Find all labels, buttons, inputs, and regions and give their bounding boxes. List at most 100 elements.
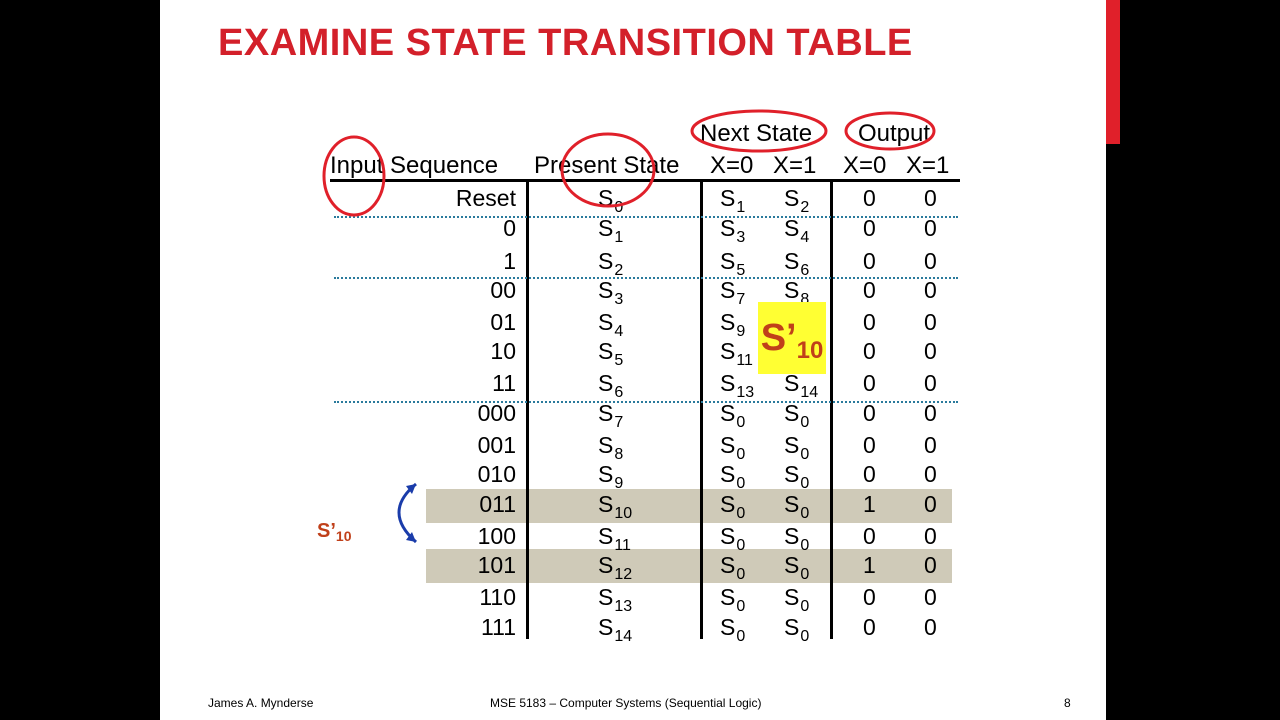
output-x1-header: X=1 (906, 152, 950, 179)
next-state-x1-cell: S2 (784, 185, 810, 216)
footer-course: MSE 5183 – Computer Systems (Sequential … (490, 696, 762, 710)
next-state-x0-cell: S0 (720, 432, 746, 463)
present-state-cell: S11 (598, 523, 631, 554)
column-divider-present (700, 179, 703, 639)
next-state-x0-cell: S0 (720, 491, 746, 522)
next-state-x0-cell: S1 (720, 185, 746, 216)
input-sequence-cell: 00 (490, 277, 516, 303)
output-x0-header: X=0 (843, 152, 887, 179)
next-state-x1-cell: S0 (784, 552, 810, 583)
red-circle-icon (844, 111, 936, 151)
present-state-cell: S9 (598, 461, 624, 492)
next-state-x1-cell: S14 (784, 370, 819, 401)
red-circle-icon (322, 135, 386, 217)
output-x1-cell: 0 (924, 370, 937, 396)
output-x0-cell: 0 (863, 400, 876, 426)
next-state-x0-cell: S0 (720, 614, 746, 645)
next-state-x1-cell: S4 (784, 215, 810, 246)
group-divider-1 (334, 216, 958, 218)
present-state-cell: S12 (598, 552, 633, 583)
next-state-x1-cell: S0 (784, 432, 810, 463)
header-rule (330, 179, 960, 182)
next-state-header: Next State (700, 120, 813, 147)
group-divider-2 (334, 277, 958, 279)
input-sequence-cell: 011 (479, 491, 516, 517)
next-state-x0-cell: S0 (720, 584, 746, 615)
output-x0-cell: 0 (863, 185, 876, 211)
input-sequence-cell: 001 (477, 432, 516, 458)
next-state-x1-cell: S0 (784, 523, 810, 554)
output-x0-cell: 0 (863, 523, 876, 549)
output-x1-cell: 0 (924, 552, 937, 578)
output-x1-cell: 0 (924, 432, 937, 458)
present-state-cell: S5 (598, 338, 624, 369)
footer-page-number: 8 (1064, 696, 1071, 710)
column-divider-input (526, 179, 529, 639)
highlight-row-101 (426, 549, 952, 583)
next-state-x0-cell: S3 (720, 215, 746, 246)
present-state-cell: S3 (598, 277, 624, 308)
present-state-cell: S8 (598, 432, 624, 463)
present-state-cell: S14 (598, 614, 633, 645)
input-sequence-cell: 11 (492, 370, 516, 396)
present-state-cell: S4 (598, 309, 624, 340)
slide: EXAMINE STATE TRANSITION TABLE Next Stat… (160, 0, 1106, 720)
next-state-x1-cell: S6 (784, 248, 810, 279)
slide-title: EXAMINE STATE TRANSITION TABLE (218, 22, 913, 64)
input-sequence-cell: 100 (477, 523, 516, 549)
output-x0-cell: 0 (863, 461, 876, 487)
accent-bar (1106, 0, 1120, 144)
input-sequence-cell: 101 (477, 552, 516, 578)
merged-state-label-big: S’10 (760, 316, 824, 364)
output-x1-cell: 0 (924, 338, 937, 364)
next-state-x0-cell: S9 (720, 309, 746, 340)
present-state-cell: S2 (598, 248, 624, 279)
input-sequence-cell: 0 (503, 215, 516, 241)
next-state-x1-cell: S0 (784, 584, 810, 615)
annotations-layer (322, 109, 936, 544)
next-state-x0-cell: S0 (720, 400, 746, 431)
input-sequence-header: Input Sequence (330, 152, 499, 179)
present-state-cell: S10 (598, 491, 633, 522)
next-state-x0-cell: S0 (720, 461, 746, 492)
output-x1-cell: 0 (924, 215, 937, 241)
next-state-x0-cell: S0 (720, 552, 746, 583)
present-state-cell: S1 (598, 215, 624, 246)
input-sequence-cell: 110 (479, 584, 516, 610)
output-x0-cell: 1 (863, 491, 876, 517)
next-state-x1-cell: S0 (784, 400, 810, 431)
output-x0-cell: 0 (863, 370, 876, 396)
next-state-x1-cell: S8 (784, 277, 810, 308)
output-x0-cell: 0 (863, 432, 876, 458)
next-state-x0-cell: S13 (720, 370, 755, 401)
output-x0-cell: 0 (863, 614, 876, 640)
present-state-cell: S6 (598, 370, 624, 401)
next-state-x0-cell: S11 (720, 338, 753, 369)
output-x0-cell: 0 (863, 277, 876, 303)
output-x1-cell: 0 (924, 461, 937, 487)
output-x1-cell: 0 (924, 400, 937, 426)
output-header: Output (858, 120, 931, 147)
red-circle-icon (690, 109, 828, 153)
output-x0-cell: 0 (863, 309, 876, 335)
present-state-cell: S7 (598, 400, 624, 431)
column-divider-next (830, 179, 833, 639)
curved-double-arrow-icon (397, 482, 417, 544)
next-state-x0-header: X=0 (710, 152, 754, 179)
output-x0-cell: 0 (863, 338, 876, 364)
next-state-x1-header: X=1 (773, 152, 817, 179)
input-sequence-cell: 010 (477, 461, 516, 487)
output-x1-cell: 0 (924, 277, 937, 303)
next-state-x0-cell: S5 (720, 248, 746, 279)
input-sequence-cell: 01 (490, 309, 516, 335)
output-x1-cell: 0 (924, 185, 937, 211)
merged-state-box: S’10 (758, 302, 826, 374)
input-sequence-cell: 10 (490, 338, 516, 364)
merged-state-label-small: S’10 (317, 520, 352, 544)
next-state-x1-cell: S0 (784, 614, 810, 645)
output-x1-cell: 0 (924, 523, 937, 549)
output-x1-cell: 0 (924, 491, 937, 517)
output-x0-cell: 0 (863, 248, 876, 274)
input-sequence-cell: 1 (503, 248, 516, 274)
highlight-row-011 (426, 489, 952, 523)
